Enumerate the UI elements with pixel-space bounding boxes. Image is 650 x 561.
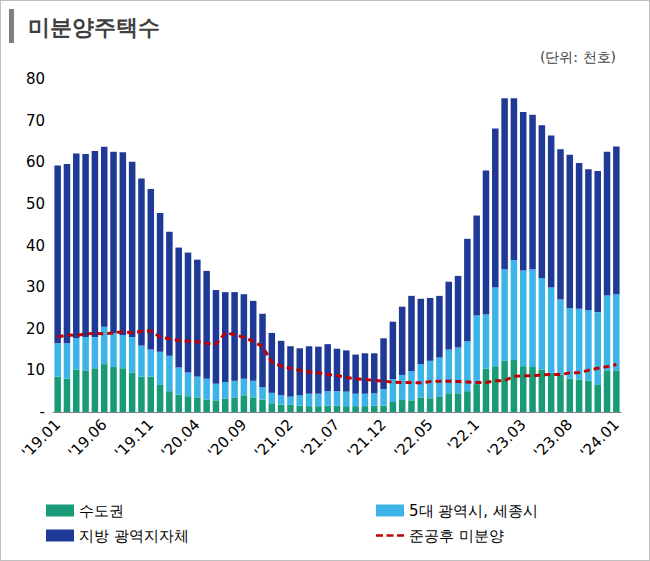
svg-text:80: 80 [26, 70, 45, 88]
svg-text:'24.01: '24.01 [577, 416, 623, 462]
svg-text:'22.05: '22.05 [390, 416, 436, 462]
svg-text:40: 40 [26, 237, 45, 255]
svg-text:'19.06: '19.06 [65, 416, 111, 462]
svg-text:'19.01: '19.01 [18, 416, 64, 462]
svg-text:'21.12: '21.12 [344, 416, 390, 462]
svg-text:10: 10 [26, 361, 45, 379]
svg-text:'20.04: '20.04 [158, 416, 204, 462]
svg-text:30: 30 [26, 278, 45, 296]
svg-text:'21.07: '21.07 [297, 416, 343, 462]
svg-text:20: 20 [26, 320, 45, 338]
svg-text:준공후 미분양: 준공후 미분양 [409, 527, 504, 545]
svg-text:60: 60 [26, 153, 45, 171]
svg-text:수도권: 수도권 [79, 502, 124, 520]
svg-text:-: - [40, 403, 45, 421]
svg-text:'23.08: '23.08 [530, 416, 576, 462]
svg-text:'19.11: '19.11 [111, 416, 157, 462]
svg-text:미분양주택수: 미분양주택수 [28, 15, 160, 40]
svg-text:'20.09: '20.09 [204, 416, 250, 462]
svg-text:지방 광역지자체: 지방 광역지자체 [79, 527, 189, 545]
svg-text:70: 70 [26, 112, 45, 130]
svg-text:50: 50 [26, 195, 45, 213]
svg-text:'23.03: '23.03 [484, 416, 530, 462]
svg-text:'22.1: '22.1 [444, 416, 483, 455]
svg-text:5대 광역시, 세종시: 5대 광역시, 세종시 [409, 502, 538, 520]
svg-text:'21.02: '21.02 [251, 416, 297, 462]
svg-text:(단위: 천호): (단위: 천호) [540, 49, 616, 65]
